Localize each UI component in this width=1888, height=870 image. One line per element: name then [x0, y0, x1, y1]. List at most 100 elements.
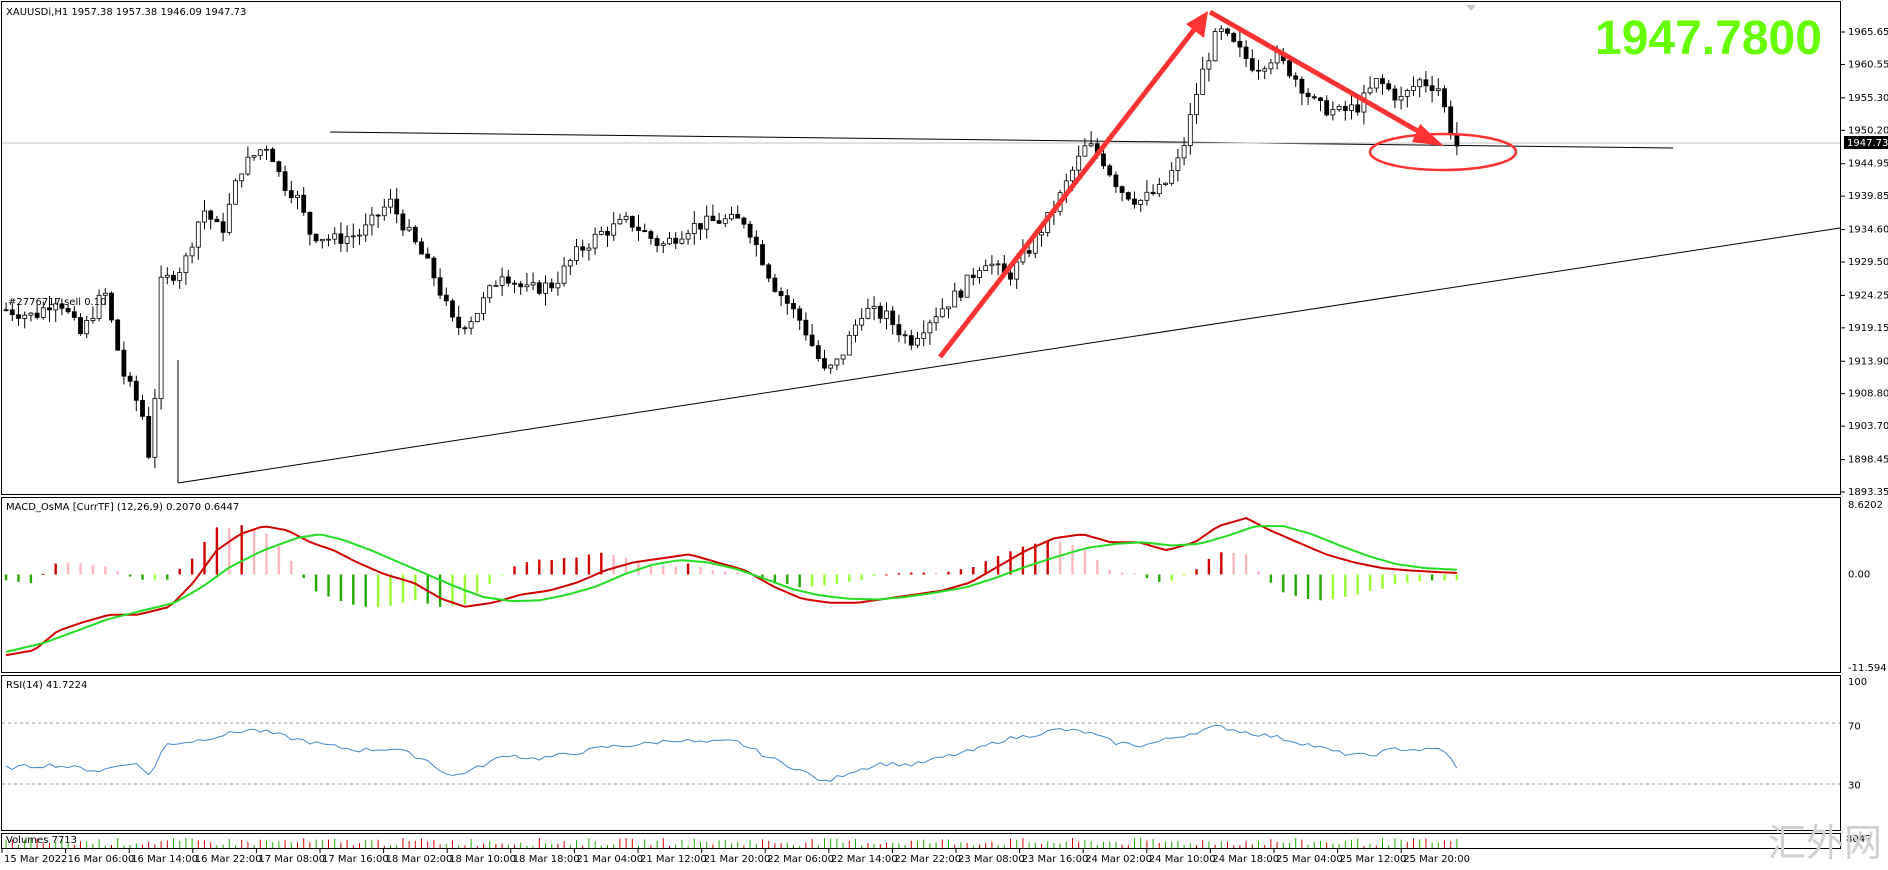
osma-bar [314, 574, 318, 592]
bull-candle [989, 263, 995, 267]
bull-candle [1169, 170, 1175, 184]
osma-bar [1207, 558, 1211, 575]
bull-candle [239, 173, 245, 182]
bull-candle [350, 235, 356, 238]
bear-candle [760, 244, 765, 266]
osma-bar [327, 574, 330, 597]
bull-candle [921, 332, 927, 339]
osma-bar [736, 572, 739, 575]
bull-candle [481, 297, 486, 314]
bear-candle [791, 303, 796, 310]
bear-candle [822, 358, 827, 369]
bear-candle [313, 233, 319, 242]
scroll-marker-icon[interactable] [1466, 5, 1476, 11]
bear-candle [1299, 78, 1305, 94]
osma-bar [1406, 574, 1409, 583]
bear-candle [1132, 198, 1137, 205]
bear-candle [338, 233, 344, 244]
bull-candle [691, 223, 697, 235]
osma-bar [1269, 574, 1273, 583]
bull-candle [846, 334, 852, 356]
bear-candle [276, 161, 282, 173]
bear-candle [518, 283, 524, 288]
bull-candle [1138, 199, 1144, 205]
bull-candle [40, 307, 46, 318]
osma-bar [810, 574, 814, 587]
bear-candle [1386, 83, 1392, 90]
osma-bar [934, 572, 938, 575]
osma-bar [637, 560, 640, 575]
osma-bar [885, 574, 888, 576]
bull-candle [474, 312, 480, 323]
bear-candle [425, 253, 431, 259]
bull-candle [226, 203, 232, 233]
bear-candle [1423, 79, 1429, 87]
bull-candle [90, 317, 96, 321]
rsi-axis: 100 70 30 [1848, 677, 1867, 792]
volume-header: Volumes 7713 [6, 835, 77, 846]
bear-candle [1008, 272, 1013, 280]
price-tick-label: 1908.80 [1848, 389, 1888, 400]
resistance-line [329, 131, 1674, 149]
bear-candle [1392, 88, 1398, 101]
bear-candle [1107, 165, 1113, 176]
up-arrow-line [938, 20, 1202, 359]
bear-candle [716, 220, 722, 224]
osma-bar [686, 563, 690, 575]
bear-candle [629, 215, 635, 228]
bear-candle [437, 277, 443, 296]
osma-bar [364, 574, 367, 607]
bull-candle [555, 282, 561, 289]
highlight-ellipse [1368, 132, 1518, 172]
osma-bar [562, 558, 566, 575]
bull-candle [1218, 28, 1224, 32]
bull-candle [177, 272, 183, 281]
price-tick-label: 1950.20 [1848, 125, 1888, 136]
osma-bar [711, 570, 715, 575]
osma-bar [1232, 552, 1235, 575]
rsi-tick-label: 30 [1848, 781, 1861, 792]
bear-candle [301, 194, 307, 213]
bull-candle [1367, 87, 1373, 94]
osma-bar [79, 563, 82, 575]
bear-candle [536, 282, 542, 294]
time-tick-label: 22 Mar 22:00 [894, 854, 961, 865]
price-tick-label: 1919.15 [1848, 323, 1888, 334]
bear-candle [698, 223, 703, 230]
osma-bar [166, 574, 169, 580]
osma-bar [66, 562, 70, 575]
candles-group [3, 25, 1460, 469]
bull-candle [1070, 169, 1075, 182]
osma-bar [786, 574, 789, 585]
bull-candle [1187, 114, 1193, 146]
bull-candle [406, 226, 412, 231]
osma-bar [575, 557, 578, 575]
rsi-line [5, 724, 1458, 782]
bull-candle [319, 238, 325, 242]
osma-bar [339, 574, 343, 602]
bull-candle [369, 214, 375, 226]
osma-bar [1368, 574, 1372, 591]
bull-candle [251, 155, 257, 158]
time-tick-label: 16 Mar 06:00 [68, 854, 135, 865]
bull-candle [995, 263, 1001, 266]
bear-candle [65, 307, 71, 313]
osma-bar [1294, 574, 1297, 596]
osma-bar [525, 562, 529, 575]
bull-candle [1411, 86, 1416, 91]
rsi-tick-label: 70 [1848, 721, 1861, 732]
bear-candle [307, 211, 313, 235]
price-tick-label: 1934.60 [1848, 225, 1888, 236]
bear-candle [288, 190, 294, 198]
bull-candle [381, 206, 387, 217]
macd-tick-label: 8.6202 [1848, 500, 1883, 511]
osma-bar [897, 573, 901, 575]
time-tick-label: 21 Mar 12:00 [640, 854, 707, 865]
bear-candle [71, 311, 77, 318]
bull-candle [660, 243, 666, 246]
bull-candle [865, 307, 871, 319]
bear-candle [797, 308, 803, 321]
bear-candle [549, 282, 555, 289]
bull-candle [1156, 184, 1162, 195]
